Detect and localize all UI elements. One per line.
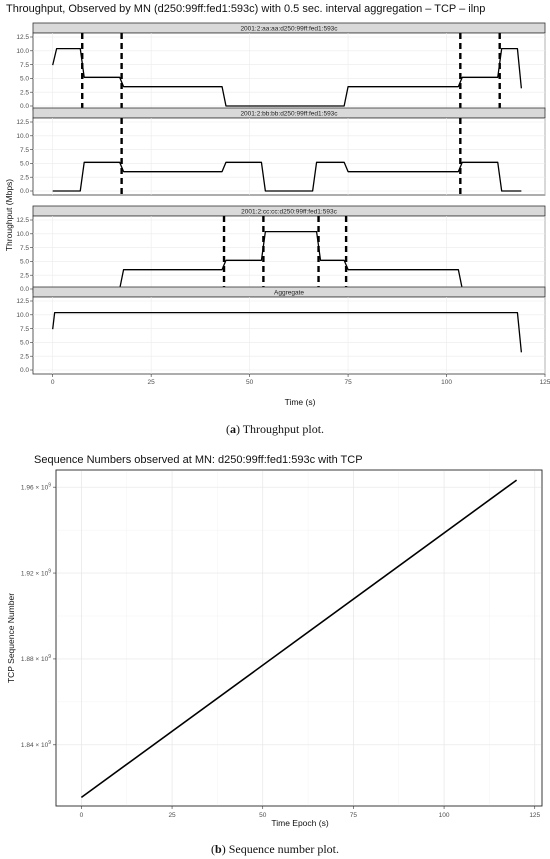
throughput-series-line [52,47,523,107]
x-tick-label: 50 [259,812,267,819]
y-tick-label: 7.5 [20,62,29,69]
y-tick-label: 2.5 [20,353,29,360]
y-tick-label: 1.88 × 109 [21,654,51,663]
panel-strip-label: Aggregate [274,290,304,297]
sequence-series [80,479,518,799]
y-tick-label: 10.0 [16,133,29,140]
y-tick-label: 12.5 [16,34,29,41]
throughput-chart: Throughput, Observed by MN (d250:99ff:fe… [4,3,550,407]
caption-b: (b) Sequence number plot. [211,842,339,856]
x-tick-label: 75 [344,379,352,386]
caption-a: (a) Throughput plot. [226,422,324,436]
throughput-panels: 2001:2:aa:aa:d250:99ff:fed1:593c 0.0 2.5 5.… [16,22,546,375]
y-tick-label: 7.5 [20,147,29,154]
y-tick-label: 2.5 [20,174,29,181]
throughput-x-axis-label: Time (s) [285,397,316,407]
throughput-panel: 2001:2:aa:aa:d250:99ff:fed1:593c 0.0 2.5 5.… [16,22,546,111]
y-tick-label: 12.5 [16,119,29,126]
panel-strip-label: 2001:2:aa:aa:d250:99ff:fed1:593c [240,26,338,33]
sequence-y-axis-label: TCP Sequence Number [6,593,16,683]
panel-plot-area [32,296,546,375]
throughput-panel: Aggregate 0.0 2.5 5.0 7.5 10.0 12.5 [16,286,546,375]
y-tick-label: 0.0 [20,367,29,374]
y-tick-label: 5.0 [20,161,29,168]
y-tick-label: 7.5 [20,326,29,333]
throughput-y-axis-label: Throughput (Mbps) [4,179,14,251]
throughput-chart-title: Throughput, Observed by MN (d250:99ff:fe… [6,3,485,15]
x-tick-label: 0 [80,812,84,819]
sequence-x-axis-label: Time Epoch (s) [271,818,328,828]
x-tick-label: 50 [246,379,254,386]
y-tick-label: 7.5 [20,245,29,252]
y-tick-label: 5.0 [20,340,29,347]
y-tick-label: 5.0 [20,259,29,266]
panel-plot-area [32,32,546,111]
x-tick-label: 125 [529,812,540,819]
x-tick-label: 100 [439,812,450,819]
sequence-chart: Sequence Numbers observed at MN: d250:99… [6,454,543,828]
sequence-series-line [80,479,518,799]
throughput-series-line [52,311,523,353]
throughput-series-line [52,161,522,192]
throughput-series-line [52,230,522,290]
y-tick-label: 1.96 × 109 [21,482,51,491]
sequence-chart-title: Sequence Numbers observed at MN: d250:99… [34,454,363,466]
x-tick-label: 25 [168,812,176,819]
y-tick-label: 0.0 [20,188,29,195]
y-tick-label: 2.5 [20,272,29,279]
sequence-gridlines [56,470,542,806]
throughput-x-ticks: 0 25 50 75 100 125 [51,374,550,386]
x-tick-label: 25 [148,379,156,386]
x-tick-label: 75 [350,812,358,819]
x-tick-label: 0 [51,379,55,386]
y-tick-label: 0.0 [20,103,29,110]
y-tick-label: 2.5 [20,89,29,96]
y-tick-label: 10.0 [16,312,29,319]
x-tick-label: 100 [441,379,452,386]
panel-strip-label: 2001:2:cc:cc:d250:99ff:fed1:593c [241,209,337,216]
throughput-panel: 2001:2:cc:cc:d250:99ff:fed1:593c 0.0 2.5 5.… [16,205,546,294]
y-tick-label: 10.0 [16,231,29,238]
y-tick-label: 12.5 [16,217,29,224]
y-tick-label: 1.84 × 109 [21,740,51,749]
panel-strip-label: 2001:2:bb:bb:d250:99ff:fed1:593c [240,111,338,118]
y-tick-label: 12.5 [16,298,29,305]
sequence-ticks: 0 25 50 75 100 125 1.84 × 109 1.88 × 109 1.92 × … [21,469,543,819]
y-tick-label: 0.0 [20,286,29,293]
x-tick-label: 125 [540,379,550,386]
panel-plot-area [32,117,546,196]
y-tick-label: 1.92 × 109 [21,568,51,577]
y-tick-label: 5.0 [20,76,29,83]
panel-plot-area [32,215,546,294]
y-tick-label: 10.0 [16,48,29,55]
throughput-panel: 2001:2:bb:bb:d250:99ff:fed1:593c 0.0 2.5 5.… [16,107,546,196]
sequence-plot-border [55,469,543,807]
